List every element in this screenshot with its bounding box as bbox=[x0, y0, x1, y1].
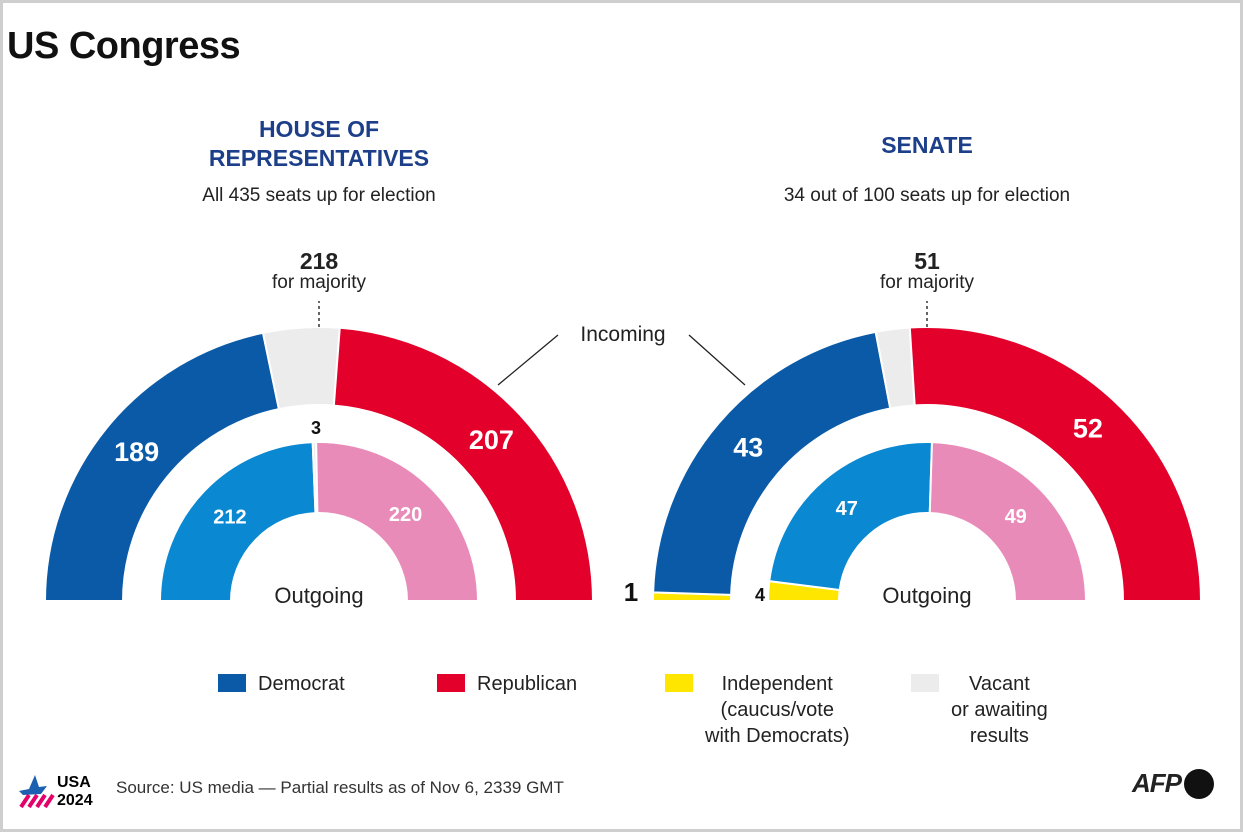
house-outgoing-democrat-arc bbox=[158, 441, 317, 602]
house-outgoing-democrat-value: 212 bbox=[213, 506, 246, 528]
afp-text: AFP bbox=[1132, 768, 1182, 798]
legend-swatch bbox=[437, 674, 465, 692]
house-incoming-republican-value: 207 bbox=[469, 425, 514, 455]
senate-outgoing-democrat-arc bbox=[768, 441, 934, 592]
page-title: US Congress bbox=[7, 25, 241, 67]
legend-label: Republican bbox=[477, 673, 578, 695]
senate-majority-label: for majority bbox=[880, 272, 974, 293]
house-title: HOUSE OF REPRESENTATIVES bbox=[208, 116, 430, 171]
legend-independent: Independent (caucus/vote with Democrats) bbox=[665, 671, 849, 749]
legend-swatch bbox=[218, 674, 246, 692]
legend-label: Independent (caucus/vote with Democrats) bbox=[705, 673, 850, 747]
senate-majority: 51 for majority bbox=[827, 250, 1027, 294]
house-majority-label: for majority bbox=[272, 272, 366, 293]
senate-subtitle: 34 out of 100 seats up for election bbox=[783, 185, 1071, 206]
legend-democrat: Democrat bbox=[218, 671, 345, 697]
svg-text:2024: 2024 bbox=[57, 792, 93, 809]
house-incoming-republican-arc bbox=[332, 326, 595, 602]
senate-incoming-republican-arc bbox=[908, 326, 1203, 602]
incoming-pointer-left bbox=[497, 334, 559, 386]
legend-swatch bbox=[911, 674, 939, 692]
afp-dot bbox=[1184, 768, 1214, 799]
house-incoming-democrat-value: 189 bbox=[114, 437, 159, 467]
incoming-pointer-right bbox=[688, 334, 746, 386]
senate-incoming-republican-value: 52 bbox=[1073, 414, 1103, 444]
house-outgoing-republican-arc bbox=[315, 441, 480, 602]
senate-outgoing-democrat-value: 47 bbox=[836, 498, 858, 520]
house-majority: 218 for majority bbox=[219, 250, 419, 294]
senate-majority-value: 51 bbox=[914, 248, 940, 274]
svg-text:USA: USA bbox=[57, 774, 91, 791]
incoming-label: Incoming bbox=[580, 323, 666, 346]
legend-label: Democrat bbox=[258, 673, 345, 695]
chart-svg: 189 207 212 3 220 1 43 52 4 47 49 bbox=[43, 301, 1203, 607]
legend-vacant: Vacant or awaiting results bbox=[911, 671, 1048, 749]
senate-incoming-democrat-value: 43 bbox=[733, 432, 763, 462]
senate-title: SENATE bbox=[881, 132, 973, 158]
afp-logo: AFP bbox=[1132, 768, 1214, 799]
house-outgoing-republican-value: 220 bbox=[389, 504, 422, 526]
legend-label: Vacant or awaiting results bbox=[951, 673, 1048, 747]
senate-outgoing-republican-value: 49 bbox=[1005, 506, 1027, 528]
senate-outgoing-label: Outgoing bbox=[882, 583, 972, 608]
source-note: Source: US media — Partial results as of… bbox=[116, 778, 564, 797]
usa-2024-logo: USA 2024 bbox=[19, 774, 93, 809]
senate-outgoing-republican-arc bbox=[928, 441, 1088, 602]
senate-outgoing-independent-value: 4 bbox=[755, 585, 765, 605]
house-outgoing-label: Outgoing bbox=[274, 583, 364, 608]
house-incoming-democrat-arc bbox=[43, 331, 281, 602]
house-majority-value: 218 bbox=[299, 248, 339, 274]
house-subtitle: All 435 seats up for election bbox=[202, 185, 436, 206]
legend-swatch bbox=[665, 674, 693, 692]
house-outgoing-vacant-value: 3 bbox=[311, 418, 321, 438]
senate-incoming-independent-value: 1 bbox=[624, 577, 638, 607]
legend-republican: Republican bbox=[437, 671, 577, 697]
